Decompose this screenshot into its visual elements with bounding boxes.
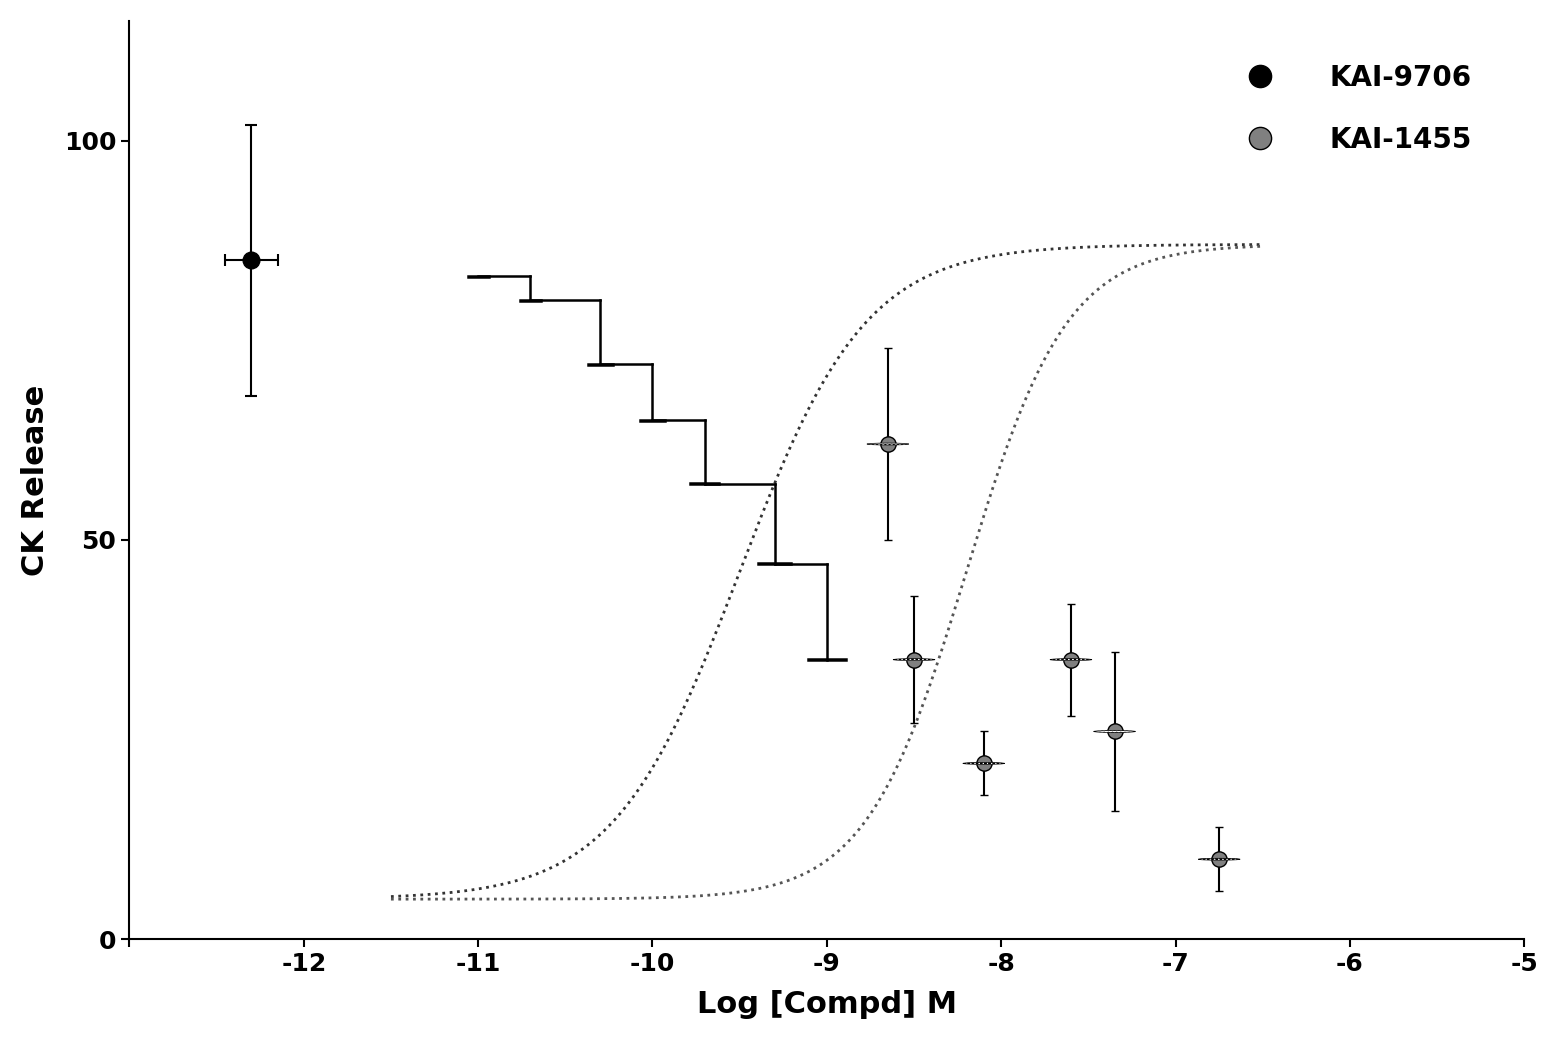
Circle shape (1093, 730, 1135, 732)
Bar (758, 564, 792, 565)
Bar (691, 484, 719, 485)
Circle shape (867, 443, 909, 445)
Circle shape (893, 658, 935, 660)
Circle shape (963, 762, 1004, 764)
Circle shape (1051, 658, 1091, 660)
Y-axis label: CK Release: CK Release (20, 385, 50, 575)
Circle shape (1199, 858, 1239, 860)
Bar (808, 659, 845, 660)
Legend: KAI-9706, KAI-1455: KAI-9706, KAI-1455 (1221, 53, 1483, 164)
X-axis label: Log [Compd] M: Log [Compd] M (697, 990, 957, 1019)
